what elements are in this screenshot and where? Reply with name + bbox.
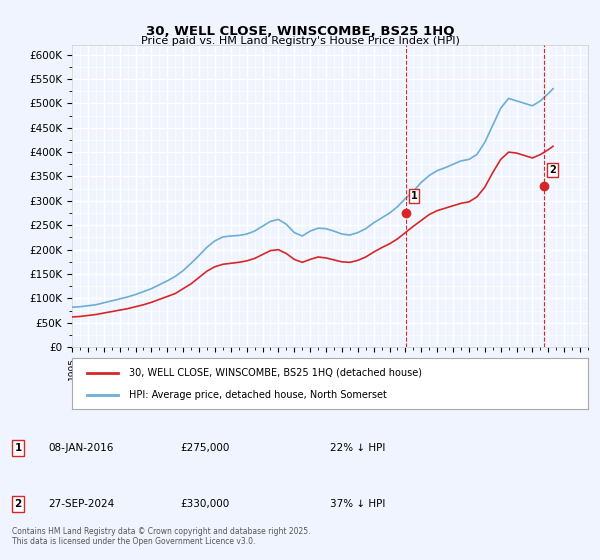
Text: 2: 2 xyxy=(14,499,22,509)
Text: 30, WELL CLOSE, WINSCOMBE, BS25 1HQ: 30, WELL CLOSE, WINSCOMBE, BS25 1HQ xyxy=(146,25,454,38)
Text: Price paid vs. HM Land Registry's House Price Index (HPI): Price paid vs. HM Land Registry's House … xyxy=(140,36,460,46)
Text: £275,000: £275,000 xyxy=(180,443,229,453)
Text: 27-SEP-2024: 27-SEP-2024 xyxy=(48,499,114,509)
Text: 37% ↓ HPI: 37% ↓ HPI xyxy=(330,499,385,509)
Text: 22% ↓ HPI: 22% ↓ HPI xyxy=(330,443,385,453)
Text: 1: 1 xyxy=(14,443,22,453)
Text: 1: 1 xyxy=(410,192,418,202)
Text: HPI: Average price, detached house, North Somerset: HPI: Average price, detached house, Nort… xyxy=(129,390,386,400)
Text: 30, WELL CLOSE, WINSCOMBE, BS25 1HQ (detached house): 30, WELL CLOSE, WINSCOMBE, BS25 1HQ (det… xyxy=(129,367,422,377)
Text: £330,000: £330,000 xyxy=(180,499,229,509)
Text: 2: 2 xyxy=(549,165,556,175)
Text: Contains HM Land Registry data © Crown copyright and database right 2025.
This d: Contains HM Land Registry data © Crown c… xyxy=(12,526,311,546)
Text: 08-JAN-2016: 08-JAN-2016 xyxy=(48,443,113,453)
